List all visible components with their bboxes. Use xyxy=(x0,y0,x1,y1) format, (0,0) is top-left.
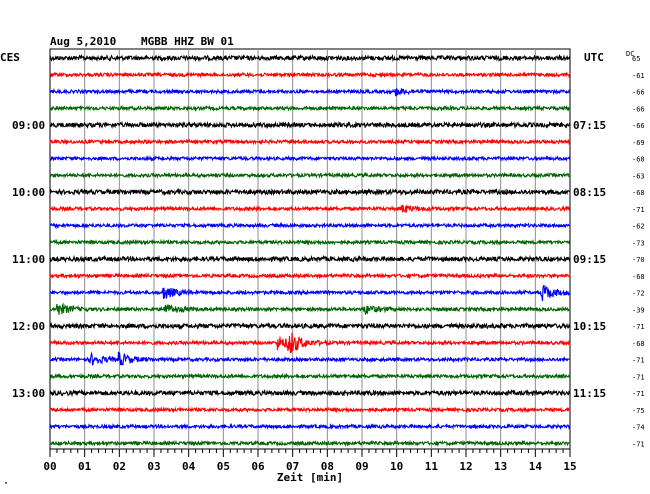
plot-frame xyxy=(49,48,571,450)
x-tick-label: 11 xyxy=(425,460,439,473)
left-time-label: 11:00 xyxy=(12,253,45,266)
seismic-trace-line xyxy=(49,171,571,179)
dc-offset-label: -63 xyxy=(632,172,645,180)
left-time-labels: 09:00 10:00 11:00 12:00 13:00 xyxy=(12,119,45,400)
seismic-trace-line xyxy=(49,351,571,366)
x-axis: 00 01 02 03 04 05 06 07 08 09 10 11 12 13 14 15 xyxy=(43,449,577,473)
seismic-trace-line xyxy=(49,221,571,230)
x-tick-label: 14 xyxy=(529,460,543,473)
dc-offset-label: -75 xyxy=(632,407,645,415)
right-time-label: 07:15 xyxy=(573,119,606,132)
x-tick-label: 07 xyxy=(286,460,299,473)
right-timezone-label: UTC xyxy=(584,51,604,64)
x-tick-label: 12 xyxy=(459,460,472,473)
left-time-label: 12:00 xyxy=(12,320,45,333)
seismic-trace-line xyxy=(49,104,571,112)
right-time-labels: 07:15 08:15 09:15 10:15 11:15 xyxy=(573,119,606,400)
seismic-trace-line xyxy=(49,87,571,97)
header-date: Aug 5,2010 xyxy=(50,35,116,48)
seismic-trace-line xyxy=(49,254,571,264)
dc-offset-label: -73 xyxy=(632,239,645,247)
x-tick-label: 13 xyxy=(494,460,507,473)
x-tick-label: 06 xyxy=(251,460,265,473)
x-axis-label: Zeit [min] xyxy=(277,471,343,484)
dc-offset-label: -70 xyxy=(632,256,645,264)
x-tick-label: 15 xyxy=(563,460,576,473)
dc-offset-label: -66 xyxy=(632,105,645,113)
seismic-trace-line xyxy=(49,284,571,302)
seismic-trace-line xyxy=(49,272,571,280)
dc-offset-label: -39 xyxy=(632,306,645,314)
dc-offset-label: -68 xyxy=(632,189,645,197)
right-time-label: 11:15 xyxy=(573,387,606,400)
dc-offset-label: -61 xyxy=(632,72,645,80)
seismic-trace-line xyxy=(49,238,571,246)
x-tick-label: 04 xyxy=(182,460,196,473)
dc-offset-label: 65 xyxy=(632,55,640,63)
x-tick-label: 02 xyxy=(113,460,126,473)
dc-offset-label: -71 xyxy=(632,206,645,214)
seismic-trace-line xyxy=(49,204,571,214)
seismic-trace-line xyxy=(49,187,571,197)
x-tick-label: 10 xyxy=(390,460,403,473)
seismic-trace-line xyxy=(49,406,571,414)
left-time-label: 10:00 xyxy=(12,186,45,199)
x-tick-label: 09 xyxy=(355,460,368,473)
right-time-label: 09:15 xyxy=(573,253,606,266)
right-time-label: 10:15 xyxy=(573,320,606,333)
dc-offset-label: -68 xyxy=(632,156,645,164)
x-tick-label: 05 xyxy=(217,460,230,473)
seismic-trace-line xyxy=(49,332,571,354)
seismic-trace-line xyxy=(49,138,571,146)
dc-offset-label: -71 xyxy=(632,440,645,448)
x-tick-label: 00 xyxy=(43,460,56,473)
right-time-label: 08:15 xyxy=(573,186,606,199)
seismic-trace-line xyxy=(49,71,571,79)
x-tick-label: 08 xyxy=(321,460,334,473)
dc-offset-label: -71 xyxy=(632,323,645,331)
dc-offset-label: -66 xyxy=(632,122,645,130)
dc-offset-label: -71 xyxy=(632,373,645,381)
dc-offset-label: -62 xyxy=(632,223,645,231)
seismic-trace-line xyxy=(49,439,571,447)
dc-offset-label: -71 xyxy=(632,390,645,398)
dc-offset-label: -71 xyxy=(632,357,645,365)
corner-mark: " xyxy=(4,481,8,489)
left-time-label: 13:00 xyxy=(12,387,45,400)
grid-lines xyxy=(49,48,571,450)
dc-offset-label: -74 xyxy=(632,424,645,432)
seismic-trace-line xyxy=(49,372,571,380)
seismic-trace-line xyxy=(49,302,571,315)
dc-offset-label: -69 xyxy=(632,139,645,147)
seismic-trace-line xyxy=(49,154,571,163)
x-tick-label: 01 xyxy=(78,460,92,473)
dc-offset-label: -72 xyxy=(632,290,645,298)
dc-offset-label: -68 xyxy=(632,273,645,281)
dc-offset-labels: 65 -61 -66 -66 -66 -69 -68 -63 -68 -71 -62 -73 -70 -6… xyxy=(632,55,645,448)
seismic-trace-line xyxy=(49,422,571,431)
seismic-trace-line xyxy=(49,53,571,63)
dc-offset-label: -68 xyxy=(632,340,645,348)
left-time-label: 09:00 xyxy=(12,119,45,132)
left-timezone-label: CES xyxy=(0,51,20,64)
header-station: MGBB HHZ BW 01 xyxy=(141,35,234,48)
seismic-trace-line xyxy=(49,321,571,331)
seismic-trace-line xyxy=(49,388,571,398)
dc-label: DC xyxy=(626,50,634,58)
seismic-trace-line xyxy=(49,120,571,130)
x-tick-label: 03 xyxy=(147,460,160,473)
seismic-traces xyxy=(49,53,571,447)
dc-offset-label: -66 xyxy=(632,89,645,97)
